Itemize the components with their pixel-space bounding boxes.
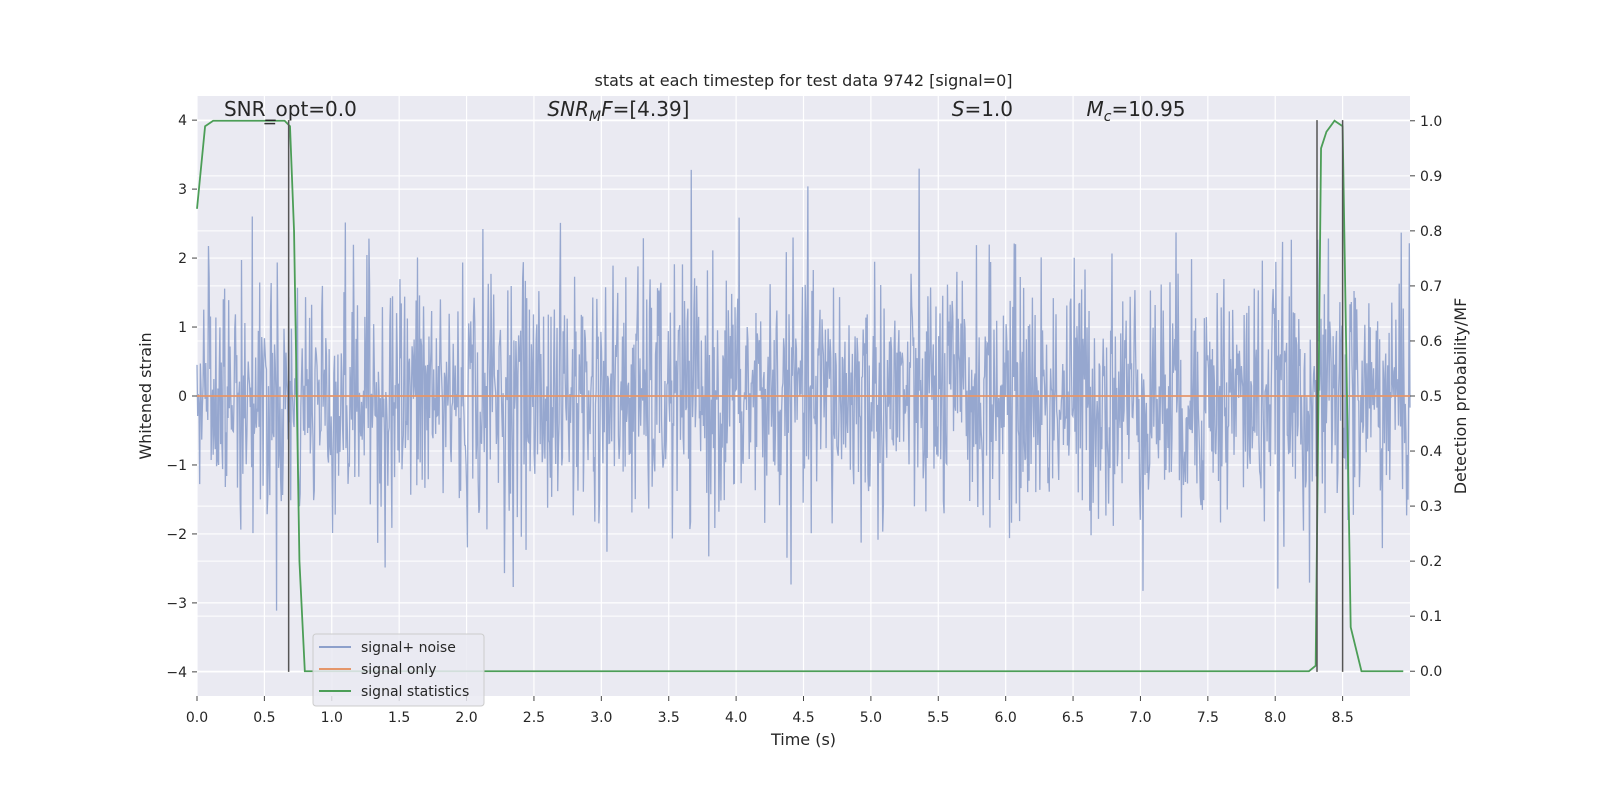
y-right-tick-label-7: 0.3	[1420, 499, 1442, 515]
legend-box	[312, 633, 485, 707]
y-right-tick-label-5: 0.5	[1420, 389, 1442, 405]
vertical-markers	[264, 120, 1344, 672]
tick-labels: 0.0 0.5 1.0 1.5 2.0 2.5 3.0 3.5 4.0 4.5 5.0 5.5 6.0 6…	[166, 113, 1442, 726]
series-line-1	[196, 119, 1404, 673]
annotation-0: SNR_opt=0.0	[224, 97, 357, 121]
x-tick-label-4: 2.0	[455, 710, 477, 726]
legend-label-0: signal+ noise	[361, 640, 456, 656]
x-tick-label-10: 5.0	[860, 710, 882, 726]
y-tick-label-1: 3	[178, 182, 187, 198]
y-tick-label-7: −3	[166, 596, 187, 612]
y-tick-label-0: 4	[178, 113, 187, 129]
x-tick-label-12: 6.0	[995, 710, 1017, 726]
x-tick-label-15: 7.5	[1197, 710, 1219, 726]
noise-trace	[196, 168, 1411, 611]
y-tick-label-4: 0	[178, 389, 187, 405]
x-tick-label-14: 7.0	[1129, 710, 1151, 726]
x-tick-label-5: 2.5	[523, 710, 545, 726]
y-right-tick-label-10: 0.0	[1420, 664, 1442, 680]
annotation-3: Mc=10.95	[1087, 97, 1186, 125]
x-tick-label-3: 1.5	[388, 710, 410, 726]
x-tick-label-11: 5.5	[927, 710, 949, 726]
y-right-tick-label-1: 0.9	[1420, 169, 1442, 185]
y-right-tick-label-9: 0.1	[1420, 609, 1442, 625]
y-tick-label-8: −4	[166, 665, 187, 681]
x-tick-label-13: 6.5	[1062, 710, 1084, 726]
y-axis-label-right: Detection probability/MF	[1451, 298, 1470, 495]
x-tick-label-8: 4.0	[725, 710, 747, 726]
annotations: SNR_opt=0.0 SNRMF=[4.39] S=1.0 Mc=10.95	[224, 97, 1186, 125]
y-right-tick-label-0: 1.0	[1420, 114, 1442, 130]
x-tick-label-1: 0.5	[253, 710, 275, 726]
series-signal-noise	[196, 168, 1411, 611]
y-right-tick-label-2: 0.8	[1420, 224, 1442, 240]
x-tick-label-0: 0.0	[186, 710, 208, 726]
x-tick-label-16: 8.0	[1264, 710, 1286, 726]
y-tick-label-6: −2	[166, 527, 187, 543]
annotation-1: SNRMF=[4.39]	[547, 97, 689, 125]
legend-label-1: signal only	[361, 662, 436, 678]
series-lines	[196, 119, 1410, 673]
x-tick-label-2: 1.0	[321, 710, 343, 726]
y-tick-label-2: 2	[178, 251, 187, 267]
chart-title: stats at each timestep for test data 974…	[594, 71, 1012, 90]
legend: signal+ noise signal only signal statistic…	[312, 633, 485, 707]
y-right-tick-label-8: 0.2	[1420, 554, 1442, 570]
y-right-tick-label-6: 0.4	[1420, 444, 1442, 460]
legend-label-2: signal statistics	[361, 684, 469, 700]
y-right-tick-label-4: 0.6	[1420, 334, 1442, 350]
x-tick-label-7: 3.5	[658, 710, 680, 726]
x-tick-label-9: 4.5	[792, 710, 814, 726]
y-tick-label-3: 1	[178, 320, 187, 336]
y-tick-label-5: −1	[166, 458, 187, 474]
y-axis-label: Whitened strain	[136, 332, 155, 459]
annotation-2: S=1.0	[952, 97, 1013, 121]
x-tick-label-17: 8.5	[1331, 710, 1353, 726]
y-right-tick-label-3: 0.7	[1420, 279, 1442, 295]
x-tick-label-6: 3.0	[590, 710, 612, 726]
x-axis-label: Time (s)	[770, 730, 836, 749]
